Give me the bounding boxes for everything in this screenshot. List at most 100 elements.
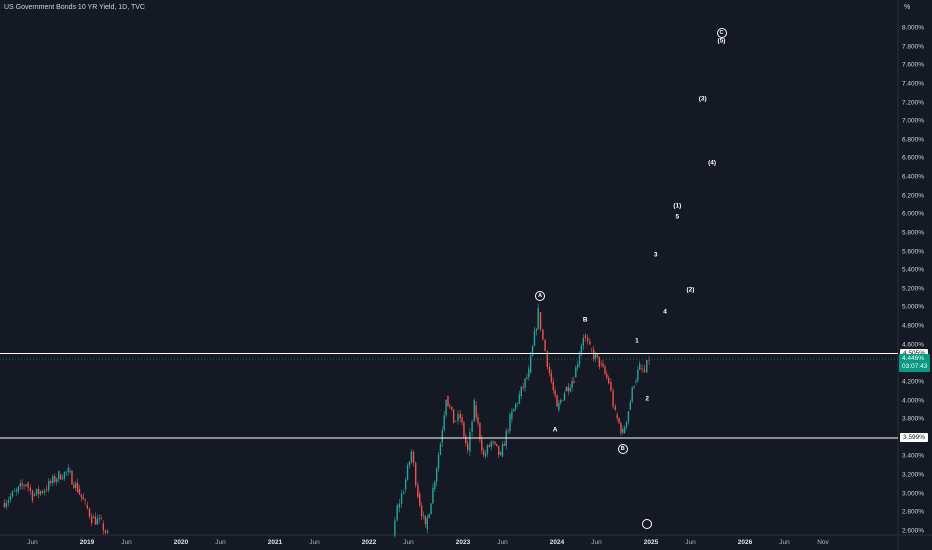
- candle-body: [439, 443, 442, 456]
- candle-body: [604, 366, 606, 374]
- wave-label-circled[interactable]: C: [716, 27, 727, 38]
- y-tick-label: 6.000%: [902, 210, 925, 218]
- candle-body: [428, 514, 430, 518]
- y-tick-label: 7.600%: [902, 61, 925, 69]
- level-price-badge: 4.505%: [900, 348, 929, 358]
- candle-body: [544, 340, 546, 352]
- wave-label[interactable]: 3: [653, 251, 658, 259]
- candle-body: [406, 465, 409, 480]
- candle-body: [420, 505, 423, 517]
- candle-body: [398, 503, 401, 508]
- candle-body: [554, 390, 556, 396]
- candle-body: [61, 478, 64, 480]
- candle-body: [461, 417, 463, 423]
- candle-body: [63, 471, 66, 479]
- candle-body: [552, 381, 554, 391]
- candle-body: [102, 523, 104, 531]
- candle-body: [518, 394, 521, 404]
- wave-label[interactable]: (3): [698, 95, 707, 103]
- wave-label[interactable]: 1: [635, 337, 639, 345]
- candle-body: [594, 354, 597, 359]
- price-scale-unit[interactable]: %: [904, 4, 911, 11]
- wave-label-circled[interactable]: B: [617, 444, 628, 455]
- wave-label[interactable]: (2): [686, 286, 695, 294]
- candle-body: [441, 430, 444, 443]
- candle-body: [620, 423, 622, 433]
- candle-body: [637, 369, 639, 381]
- candle-body: [73, 484, 75, 488]
- candle-body: [643, 368, 646, 372]
- candle-body: [469, 432, 471, 452]
- candle-body: [494, 441, 496, 444]
- wave-label[interactable]: A: [552, 426, 558, 434]
- x-tick-label: Jun: [779, 539, 790, 546]
- candle-body: [414, 462, 417, 486]
- candle-body: [39, 491, 42, 495]
- y-tick-label: 6.800%: [902, 136, 925, 144]
- x-tick-label: Jun: [309, 539, 320, 546]
- candle-body: [400, 493, 403, 504]
- y-tick-label: 3.200%: [902, 471, 925, 479]
- candle-body: [501, 444, 504, 457]
- candle-body: [631, 387, 633, 402]
- candle-body: [88, 508, 91, 517]
- wave-label-circled[interactable]: [642, 518, 653, 529]
- candle-body: [29, 487, 31, 491]
- candle-body: [451, 406, 453, 410]
- candle-body: [522, 386, 524, 388]
- candle-body: [639, 363, 641, 370]
- candle-body: [424, 515, 427, 525]
- candle-body: [589, 341, 591, 345]
- candle-body: [571, 381, 573, 388]
- candle-body: [598, 356, 600, 367]
- candle-body: [591, 349, 593, 350]
- candle-body: [9, 496, 12, 501]
- wave-label[interactable]: B: [582, 316, 588, 324]
- candle-body: [91, 516, 93, 523]
- wave-label-circled[interactable]: A: [535, 291, 546, 302]
- candle-body: [106, 531, 109, 533]
- candle-body: [75, 483, 77, 488]
- candle-body: [445, 400, 447, 416]
- candle-body: [67, 468, 69, 472]
- chart-title: US Government Bonds 10 YR Yield, 1D, TVC: [4, 4, 145, 11]
- y-tick-label: 3.400%: [902, 452, 925, 460]
- candle-body: [548, 366, 551, 374]
- candle-body: [479, 423, 481, 440]
- candle-body: [100, 518, 102, 519]
- y-tick-label: 2.600%: [902, 527, 925, 535]
- wave-label[interactable]: (5): [717, 37, 726, 45]
- x-tick-label: Nov: [817, 539, 829, 546]
- candle-body: [437, 455, 440, 469]
- candle-body: [15, 489, 18, 492]
- candle-body: [600, 363, 602, 364]
- candle-body: [94, 516, 97, 525]
- x-tick-label: Jun: [497, 539, 508, 546]
- candle-body: [80, 494, 83, 498]
- candle-body: [482, 450, 485, 455]
- candle-body: [82, 497, 84, 500]
- x-tick-label: 2019: [79, 539, 95, 546]
- candle-body: [459, 413, 461, 419]
- candle-body: [435, 468, 438, 482]
- candle-body: [490, 441, 492, 447]
- wave-label[interactable]: (4): [708, 159, 717, 167]
- candle-body: [528, 368, 530, 378]
- wave-label[interactable]: 4: [663, 308, 667, 316]
- candle-body: [622, 429, 624, 433]
- candle-body: [496, 443, 498, 447]
- y-tick-label: 2.800%: [902, 508, 925, 516]
- wave-label[interactable]: 5: [675, 213, 680, 221]
- candle-body: [582, 338, 585, 346]
- candle-body: [569, 387, 571, 392]
- candles: [3, 303, 650, 538]
- candle-body: [563, 392, 566, 401]
- candle-body: [596, 354, 599, 357]
- candle-body: [457, 413, 459, 421]
- wave-label[interactable]: (1): [673, 202, 682, 210]
- candle-body: [537, 307, 539, 329]
- candle-body: [21, 483, 23, 486]
- candle-body: [5, 503, 8, 508]
- wave-label[interactable]: 2: [645, 395, 650, 403]
